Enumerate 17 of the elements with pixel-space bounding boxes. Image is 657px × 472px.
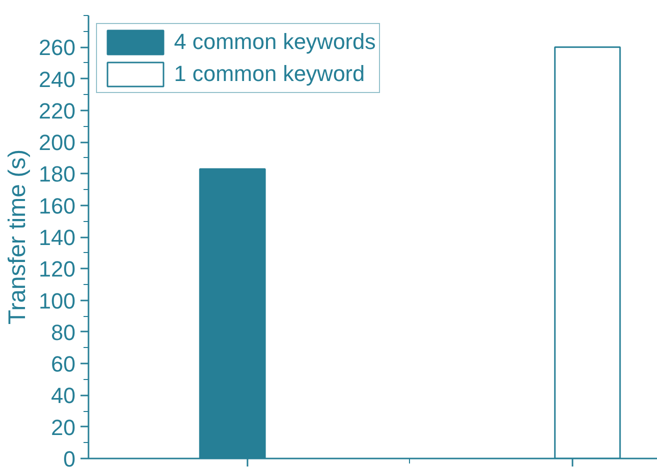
y-tick-label: 220 bbox=[38, 98, 76, 124]
y-tick-label: 40 bbox=[51, 383, 76, 408]
y-tick-label: 200 bbox=[38, 130, 76, 156]
legend-label: 4 common keywords bbox=[174, 29, 376, 55]
y-tick-label: 160 bbox=[38, 193, 76, 218]
y-tick-label: 240 bbox=[38, 66, 76, 92]
y-tick-label: 140 bbox=[38, 225, 76, 250]
y-tick-label: 260 bbox=[38, 35, 76, 60]
y-tick-label: 0 bbox=[63, 446, 76, 472]
legend-label: 1 common keyword bbox=[174, 61, 365, 87]
y-tick-label: 80 bbox=[51, 320, 76, 345]
y-tick-label: 20 bbox=[51, 414, 76, 440]
y-tick-label: 60 bbox=[51, 352, 76, 377]
y-tick-label: 180 bbox=[38, 162, 76, 187]
y-tick-label: 120 bbox=[38, 256, 76, 282]
y-tick-label: 100 bbox=[38, 288, 76, 314]
y-axis-title: Transfer time (s) bbox=[4, 149, 31, 325]
